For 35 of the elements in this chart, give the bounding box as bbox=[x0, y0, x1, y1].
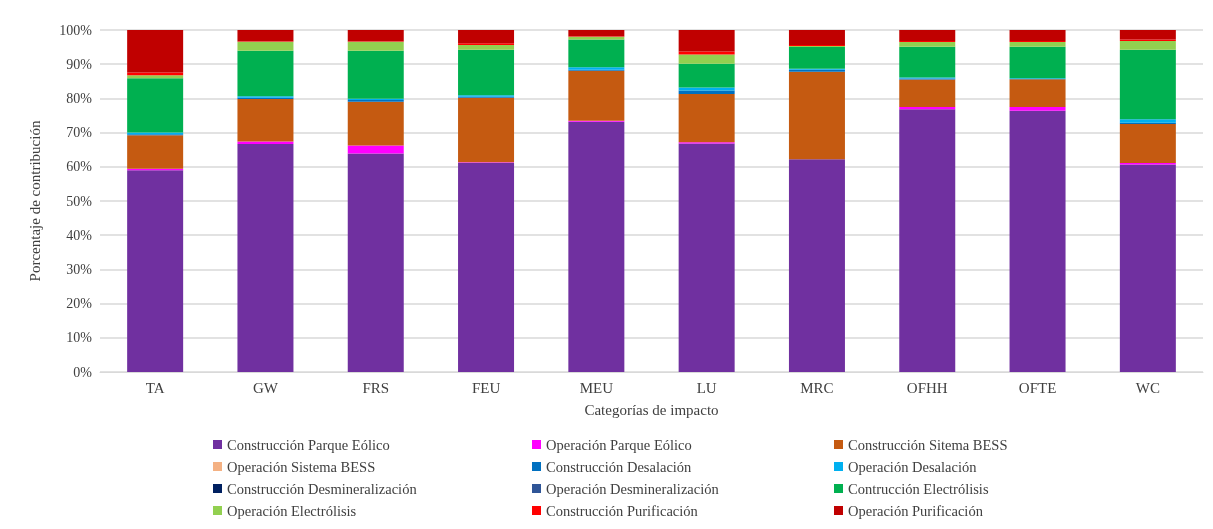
x-tick-label: LU bbox=[696, 379, 717, 396]
y-tick-label: 60% bbox=[66, 159, 93, 175]
y-tick-label: 70% bbox=[66, 125, 93, 141]
x-tick-label: MRC bbox=[800, 379, 834, 396]
x-tick-label: FRS bbox=[362, 379, 390, 396]
x-tick-label: OFTE bbox=[1018, 379, 1057, 396]
y-tick-label: 90% bbox=[66, 56, 93, 72]
y-tick-label: 20% bbox=[66, 296, 93, 312]
y-axis-title: Porcentaje de contribución bbox=[26, 120, 43, 282]
legend-label: Operación Purificación bbox=[848, 502, 984, 519]
legend-label: Operación Parque Eólico bbox=[546, 436, 692, 453]
y-tick-label: 80% bbox=[66, 90, 93, 106]
x-axis-title: Categorías de impacto bbox=[584, 401, 719, 418]
y-tick-label: 30% bbox=[66, 261, 93, 277]
legend-label: Operación Desmineralización bbox=[546, 480, 720, 497]
x-tick-label: MEU bbox=[579, 379, 614, 396]
x-tick-label: TA bbox=[145, 379, 165, 396]
y-tick-label: 100% bbox=[59, 22, 93, 38]
legend-label: Construcción Parque Eólico bbox=[227, 436, 390, 453]
x-tick-label: OFHH bbox=[906, 379, 948, 396]
y-tick-label: 10% bbox=[66, 330, 93, 346]
legend-label: Operación Desalación bbox=[848, 458, 978, 475]
y-tick-label: 0% bbox=[73, 364, 93, 380]
legend-label: Construcción Purificación bbox=[546, 502, 699, 519]
legend-label: Contrucción Electrólisis bbox=[848, 480, 989, 497]
legend-label: Construcción Sitema BESS bbox=[848, 436, 1008, 453]
x-tick-label: FEU bbox=[471, 379, 501, 396]
x-tick-label: WC bbox=[1135, 379, 1160, 396]
legend-label: Construcción Desalación bbox=[546, 458, 693, 475]
legend-label: Operación Electrólisis bbox=[227, 502, 357, 519]
y-tick-label: 40% bbox=[66, 227, 93, 243]
y-tick-label: 50% bbox=[66, 193, 93, 209]
x-tick-label: GW bbox=[252, 379, 279, 396]
legend-label: Construcción Desmineralización bbox=[227, 480, 418, 497]
legend-label: Operación Sistema BESS bbox=[227, 458, 376, 475]
